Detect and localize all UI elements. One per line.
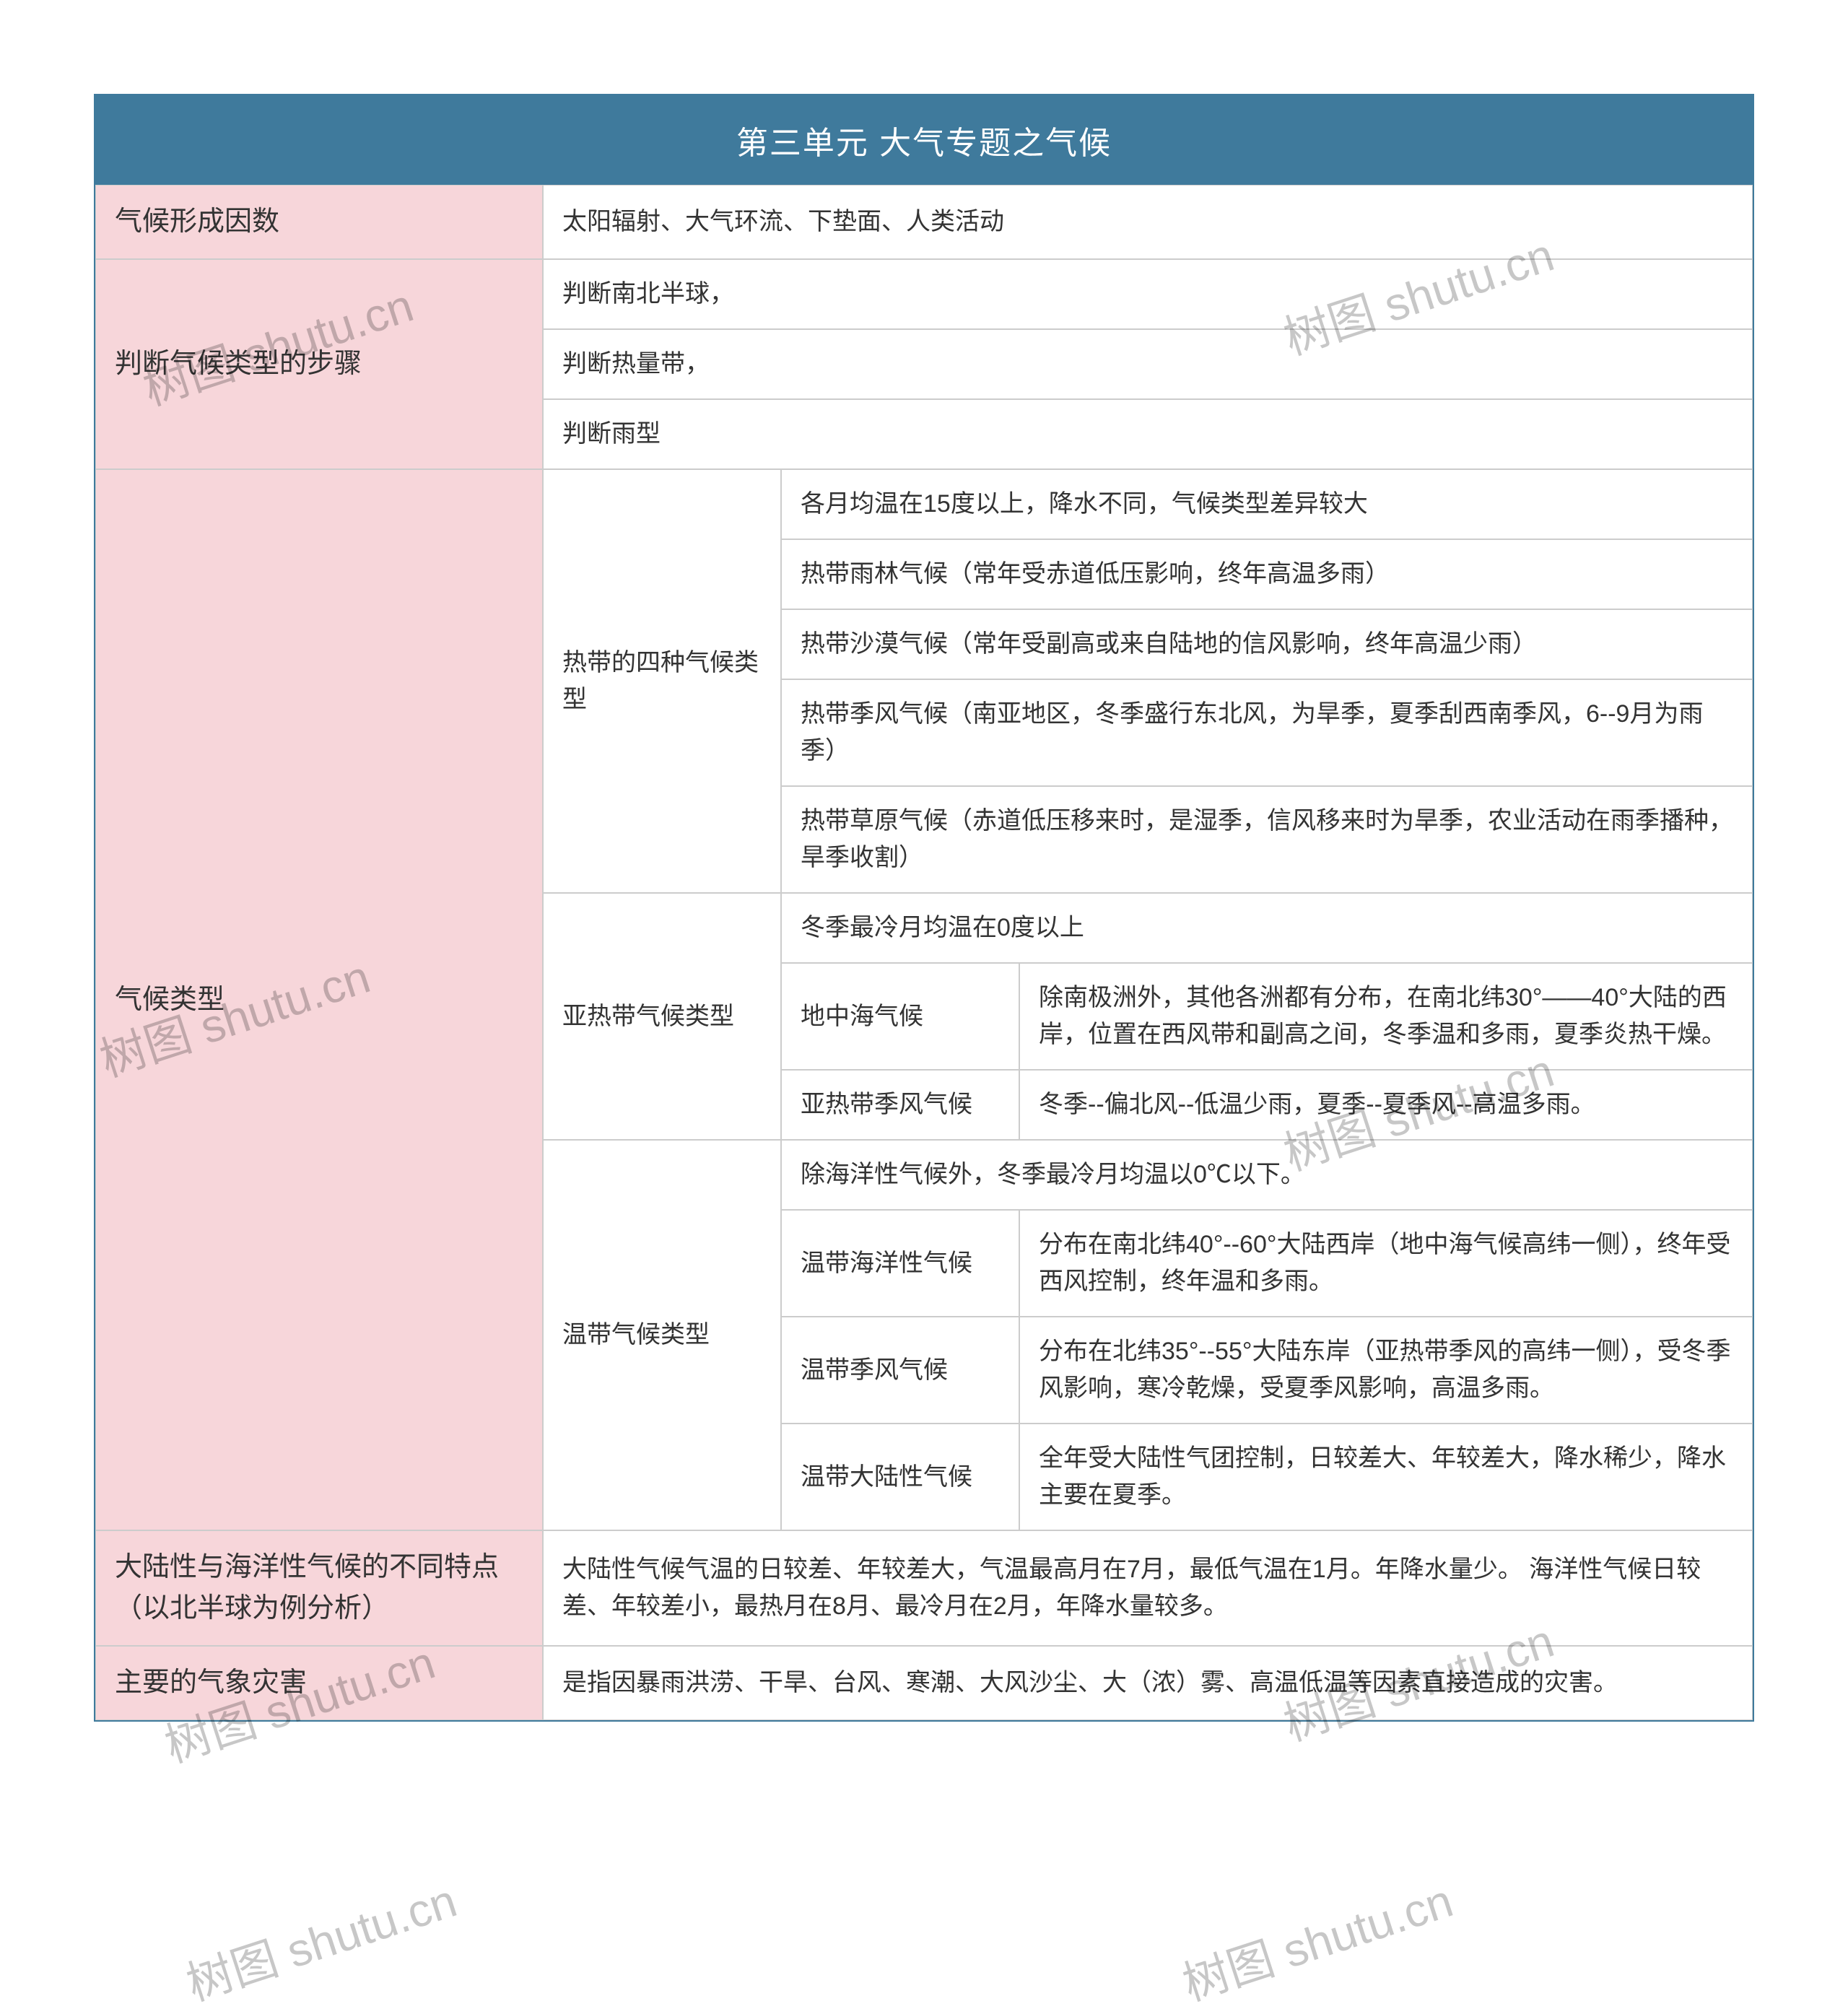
subtropical-name: 亚热带季风气候 xyxy=(781,1070,1019,1140)
temperate-name: 温带季风气候 xyxy=(781,1317,1019,1424)
tropical-item: 热带雨林气候（常年受赤道低压影响，终年高温多雨） xyxy=(781,539,1753,609)
tropical-item: 各月均温在15度以上，降水不同，气候类型差异较大 xyxy=(781,469,1753,539)
tropical-stack: 各月均温在15度以上，降水不同，气候类型差异较大 热带雨林气候（常年受赤道低压影… xyxy=(781,469,1753,893)
label-subtropical: 亚热带气候类型 xyxy=(543,893,781,1140)
value-contrast: 大陆性气候气温的日较差、年较差大，气温最高月在7月，最低气温在1月。年降水量少。… xyxy=(543,1530,1753,1646)
subtropical-desc: 冬季--偏北风--低温少雨，夏季--夏季风--高温多雨。 xyxy=(1019,1070,1753,1140)
value-disasters: 是指因暴雨洪涝、干旱、台风、寒潮、大风沙尘、大（浓）雾、高温低温等因素直接造成的… xyxy=(543,1646,1753,1720)
tropical-item: 热带季风气候（南亚地区，冬季盛行东北风，为旱季，夏季刮西南季风，6--9月为雨季… xyxy=(781,679,1753,786)
label-temperate: 温带气候类型 xyxy=(543,1140,781,1530)
watermark: 树图 shutu.cn xyxy=(1173,1864,1460,2013)
step-item: 判断热量带， xyxy=(543,329,1753,399)
temperate-head: 除海洋性气候外，冬季最冷月均温以0℃以下。 xyxy=(781,1140,1753,1210)
tropical-item: 热带草原气候（赤道低压移来时，是湿季，信风移来时为旱季，农业活动在雨季播种，旱季… xyxy=(781,786,1753,893)
table-grid: 气候形成因数 太阳辐射、大气环流、下垫面、人类活动 判断气候类型的步骤 判断南北… xyxy=(95,185,1753,1720)
label-contrast: 大陆性与海洋性气候的不同特点（以北半球为例分析） xyxy=(95,1530,543,1646)
row-factors: 气候形成因数 太阳辐射、大气环流、下垫面、人类活动 xyxy=(95,185,1753,259)
temperate-desc: 分布在北纬35°--55°大陆东岸（亚热带季风的高纬一侧），受冬季风影响，寒冷乾… xyxy=(1019,1317,1753,1424)
title-bar: 第三单元 大气专题之气候 xyxy=(95,95,1753,185)
step-item: 判断南北半球， xyxy=(543,259,1753,329)
page-root: 第三单元 大气专题之气候 气候形成因数 太阳辐射、大气环流、下垫面、人类活动 判… xyxy=(0,0,1848,1940)
label-types: 气候类型 xyxy=(95,469,543,1530)
types-stack: 热带的四种气候类型 各月均温在15度以上，降水不同，气候类型差异较大 热带雨林气… xyxy=(543,469,1753,1530)
label-tropical: 热带的四种气候类型 xyxy=(543,469,781,893)
row-types: 气候类型 热带的四种气候类型 各月均温在15度以上，降水不同，气候类型差异较大 … xyxy=(95,469,1753,1530)
subtropical-head: 冬季最冷月均温在0度以上 xyxy=(781,893,1753,963)
label-disasters: 主要的气象灾害 xyxy=(95,1646,543,1720)
subtropical-stack: 冬季最冷月均温在0度以上 地中海气候 除南极洲外，其他各洲都有分布，在南北纬30… xyxy=(781,893,1753,1140)
row-subtropical: 亚热带气候类型 冬季最冷月均温在0度以上 地中海气候 除南极洲外，其他各洲都有分… xyxy=(543,893,1753,1140)
temperate-desc: 全年受大陆性气团控制，日较差大、年较差大，降水稀少，降水主要在夏季。 xyxy=(1019,1424,1753,1530)
row-tropical: 热带的四种气候类型 各月均温在15度以上，降水不同，气候类型差异较大 热带雨林气… xyxy=(543,469,1753,893)
steps-stack: 判断南北半球， 判断热量带， 判断雨型 xyxy=(543,259,1753,469)
row-temperate: 温带气候类型 除海洋性气候外，冬季最冷月均温以0℃以下。 温带海洋性气候 分布在… xyxy=(543,1140,1753,1530)
row-disasters: 主要的气象灾害 是指因暴雨洪涝、干旱、台风、寒潮、大风沙尘、大（浓）雾、高温低温… xyxy=(95,1646,1753,1720)
label-steps: 判断气候类型的步骤 xyxy=(95,259,543,469)
title-text: 第三单元 大气专题之气候 xyxy=(736,126,1112,161)
temperate-stack: 除海洋性气候外，冬季最冷月均温以0℃以下。 温带海洋性气候 分布在南北纬40°-… xyxy=(781,1140,1753,1530)
step-item: 判断雨型 xyxy=(543,399,1753,469)
subtropical-name: 地中海气候 xyxy=(781,963,1019,1070)
tropical-item: 热带沙漠气候（常年受副高或来自陆地的信风影响，终年高温少雨） xyxy=(781,609,1753,679)
temperate-name: 温带海洋性气候 xyxy=(781,1210,1019,1317)
row-steps: 判断气候类型的步骤 判断南北半球， 判断热量带， 判断雨型 xyxy=(95,259,1753,469)
row-contrast: 大陆性与海洋性气候的不同特点（以北半球为例分析） 大陆性气候气温的日较差、年较差… xyxy=(95,1530,1753,1646)
label-factors: 气候形成因数 xyxy=(95,185,543,259)
value-factors: 太阳辐射、大气环流、下垫面、人类活动 xyxy=(543,185,1753,259)
temperate-name: 温带大陆性气候 xyxy=(781,1424,1019,1530)
temperate-desc: 分布在南北纬40°--60°大陆西岸（地中海气候高纬一侧），终年受西风控制，终年… xyxy=(1019,1210,1753,1317)
watermark: 树图 shutu.cn xyxy=(177,1864,463,2013)
subtropical-desc: 除南极洲外，其他各洲都有分布，在南北纬30°——40°大陆的西岸，位置在西风带和… xyxy=(1019,963,1753,1070)
content-frame: 第三单元 大气专题之气候 气候形成因数 太阳辐射、大气环流、下垫面、人类活动 判… xyxy=(94,94,1754,1722)
